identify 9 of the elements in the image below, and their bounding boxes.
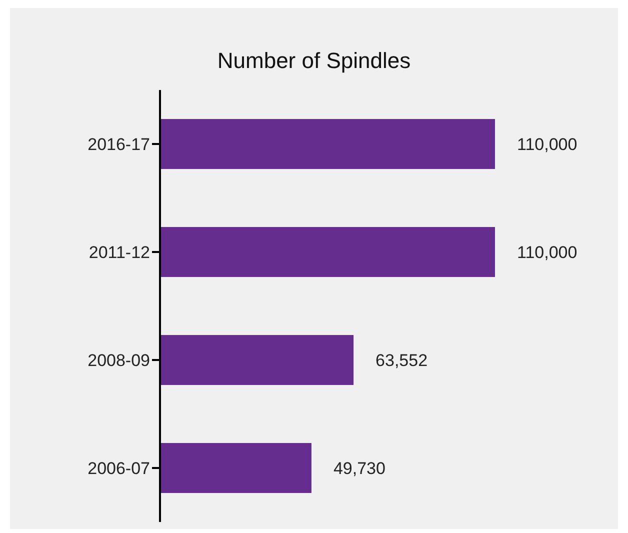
data-label: 110,000	[517, 135, 578, 154]
data-label: 110,000	[517, 243, 578, 262]
data-label: 63,552	[376, 351, 428, 370]
y-tick-label: 2006-07	[88, 459, 150, 478]
chart-title: Number of Spindles	[216, 48, 412, 74]
y-tick-label: 2008-09	[88, 351, 150, 370]
data-label: 49,730	[333, 459, 386, 478]
y-tick-label: 2011-12	[88, 243, 150, 262]
y-tick-label: 2016-17	[88, 135, 150, 154]
